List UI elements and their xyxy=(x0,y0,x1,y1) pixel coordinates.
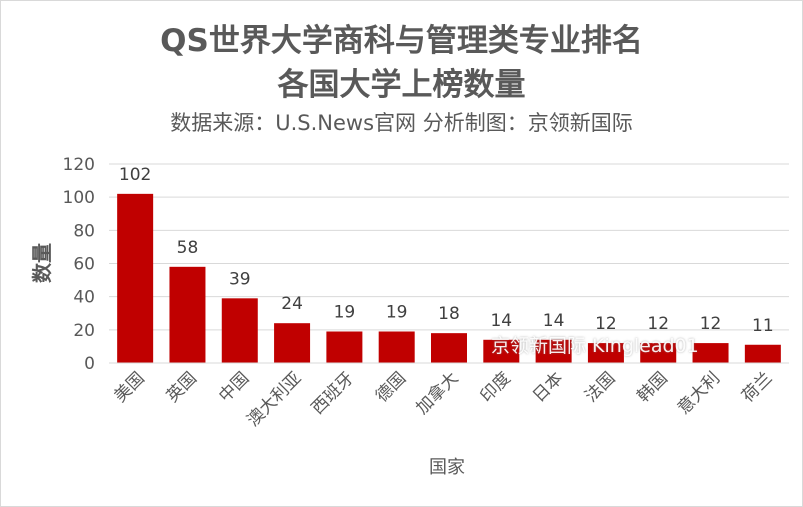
bar xyxy=(117,193,154,363)
data-label: 18 xyxy=(438,304,460,324)
y-tick-label: 80 xyxy=(73,221,95,241)
chart-title-line1: QS世界大学商科与管理类专业排名 xyxy=(160,23,643,59)
data-label: 39 xyxy=(229,269,251,289)
y-tick-label: 60 xyxy=(73,255,95,275)
data-label: 14 xyxy=(543,311,565,331)
bar xyxy=(744,344,781,363)
x-tick-label: 韩国 xyxy=(634,368,672,406)
bar xyxy=(378,331,415,363)
data-label: 19 xyxy=(386,302,408,322)
bar xyxy=(640,343,677,363)
x-tick-label: 日本 xyxy=(529,368,567,406)
bar xyxy=(483,339,520,363)
y-tick-label: 40 xyxy=(73,288,95,308)
x-tick-label: 澳大利亚 xyxy=(243,368,305,430)
bar xyxy=(692,343,729,363)
y-tick-label: 120 xyxy=(63,155,95,175)
data-label: 11 xyxy=(752,316,774,336)
data-label: 58 xyxy=(177,238,199,258)
y-tick-label: 0 xyxy=(84,354,95,374)
data-label: 102 xyxy=(119,165,151,185)
x-tick-label: 英国 xyxy=(163,368,201,406)
x-axis-title: 国家 xyxy=(429,457,465,478)
data-label: 12 xyxy=(700,314,722,334)
bar xyxy=(535,339,572,363)
x-tick-label: 美国 xyxy=(111,368,149,406)
x-tick-label: 法国 xyxy=(581,368,619,406)
x-tick-label: 西班牙 xyxy=(308,368,358,418)
x-tick-label: 中国 xyxy=(215,368,253,406)
chart-subtitle: 数据来源：U.S.News官网 分析制图：京领新国际 xyxy=(170,111,633,135)
bar xyxy=(326,331,363,363)
watermark-text: 京领新国际 Kinglead01 xyxy=(491,335,699,357)
bar xyxy=(587,343,624,363)
y-tick-label: 20 xyxy=(73,321,95,341)
data-label: 24 xyxy=(281,294,303,314)
y-tick-label: 100 xyxy=(63,188,95,208)
x-tick-label: 荷兰 xyxy=(738,368,776,406)
bar xyxy=(169,266,206,363)
data-label: 14 xyxy=(490,311,512,331)
data-label: 19 xyxy=(334,302,356,322)
x-tick-label: 德国 xyxy=(372,368,410,406)
bar xyxy=(274,323,311,363)
y-axis-title: 数量 xyxy=(30,243,54,283)
bar xyxy=(431,333,467,363)
x-tick-label: 意大利 xyxy=(674,368,724,418)
chart-title-line2: 各国大学上榜数量 xyxy=(277,67,526,103)
x-tick-label: 印度 xyxy=(477,368,515,406)
bar xyxy=(221,298,258,363)
x-tick-label: 加拿大 xyxy=(412,368,463,419)
data-label: 12 xyxy=(595,314,617,334)
data-label: 12 xyxy=(647,314,669,334)
